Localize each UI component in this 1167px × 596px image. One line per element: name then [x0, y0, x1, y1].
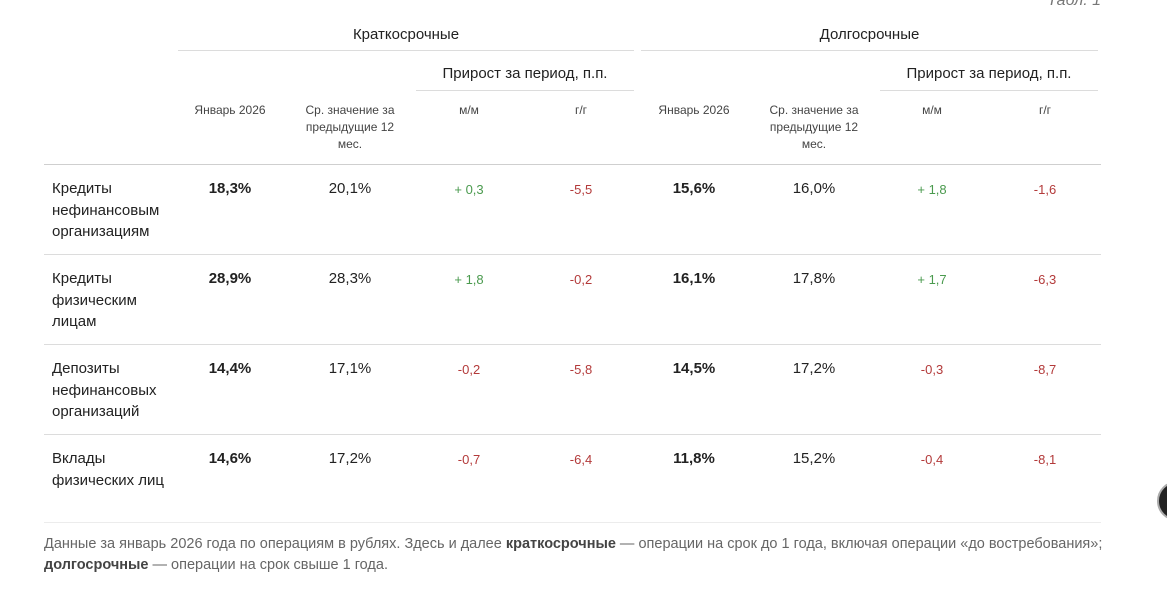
col-header-january-short: Январь 2026	[194, 103, 266, 117]
col-header-mm-long: м/м	[922, 103, 942, 117]
cell-long-mm: + 1,8	[917, 182, 947, 197]
cell-short-avg: 20,1%	[328, 180, 372, 197]
cell-short-jan: 14,6%	[208, 450, 252, 467]
cell-long-jan: 14,5%	[672, 360, 716, 377]
col-header-yy-long: г/г	[1038, 103, 1052, 117]
header-divider	[44, 164, 1101, 165]
cell-long-avg: 17,2%	[792, 360, 836, 377]
footnote-text-3: — операции на срок свыше 1 года.	[148, 556, 388, 573]
cell-short-jan: 28,9%	[208, 270, 252, 287]
row-label-deposits-individuals: Вклады физических лиц	[52, 450, 164, 489]
cell-long-yy: -6,3	[1033, 272, 1057, 287]
cell-short-mm: + 0,3	[454, 182, 484, 197]
row-divider	[44, 434, 1101, 435]
growth-divider-short	[416, 90, 634, 91]
cell-short-avg: 17,2%	[328, 450, 372, 467]
cell-long-jan: 15,6%	[672, 180, 716, 197]
cell-short-avg: 28,3%	[328, 270, 372, 287]
cell-short-jan: 14,4%	[208, 360, 252, 377]
cell-short-mm: -0,7	[457, 452, 481, 467]
footnote-term-short: краткосрочные	[505, 536, 616, 552]
group-divider-long	[641, 50, 1098, 51]
growth-header-short: Прирост за период, п.п.	[442, 65, 608, 82]
cell-short-yy: -0,2	[569, 272, 593, 287]
cell-long-avg: 17,8%	[792, 270, 836, 287]
cell-short-yy: -5,8	[569, 362, 593, 377]
cell-long-mm: + 1,7	[917, 272, 947, 287]
cell-long-mm: -0,4	[920, 452, 944, 467]
footnote-text-1: Данные за январь 2026 года по операциям …	[44, 536, 506, 552]
group-divider-short	[178, 50, 634, 51]
cell-long-mm: -0,3	[920, 362, 944, 377]
growth-header-long: Прирост за период, п.п.	[906, 65, 1072, 82]
footnote: Данные за январь 2026 года по операциям …	[44, 534, 1104, 575]
col-header-avg-long: Ср. значение за предыдущие 12 мес.	[769, 103, 859, 151]
col-header-mm-short: м/м	[459, 103, 479, 117]
cell-short-avg: 17,1%	[328, 360, 372, 377]
scroll-button[interactable]	[1157, 481, 1167, 521]
footnote-text-2: — операции на срок до 1 года, включая оп…	[615, 536, 1103, 552]
cell-long-yy: -1,6	[1033, 182, 1057, 197]
cell-long-jan: 11,8%	[673, 450, 715, 467]
cell-short-jan: 18,3%	[208, 180, 252, 197]
col-header-january-long: Январь 2026	[658, 103, 730, 117]
cell-long-jan: 16,1%	[672, 270, 716, 287]
table-bottom-divider	[44, 522, 1101, 523]
group-header-short: Краткосрочные	[352, 26, 460, 43]
footnote-term-long: долгосрочные	[44, 556, 149, 573]
cell-long-avg: 16,0%	[792, 180, 836, 197]
row-label-loans-companies: Кредиты нефинансовым организациям	[52, 180, 160, 240]
group-header-long: Долгосрочные	[819, 26, 920, 43]
table-label: Табл. 1	[1047, 0, 1101, 9]
cell-short-yy: -6,4	[569, 452, 593, 467]
row-divider	[44, 254, 1101, 255]
cell-short-mm: + 1,8	[454, 272, 484, 287]
cell-long-yy: -8,7	[1033, 362, 1057, 377]
col-header-avg-short: Ср. значение за предыдущие 12 мес.	[305, 103, 395, 151]
row-divider	[44, 344, 1101, 345]
row-label-loans-individuals: Кредиты физическим лицам	[52, 270, 137, 330]
cell-short-mm: -0,2	[457, 362, 481, 377]
cell-short-yy: -5,5	[569, 182, 593, 197]
col-header-yy-short: г/г	[574, 103, 588, 117]
cell-long-yy: -8,1	[1033, 452, 1057, 467]
row-label-deposits-companies: Депозиты нефинансовых организаций	[52, 360, 157, 420]
growth-divider-long	[880, 90, 1098, 91]
cell-long-avg: 15,2%	[792, 450, 836, 467]
